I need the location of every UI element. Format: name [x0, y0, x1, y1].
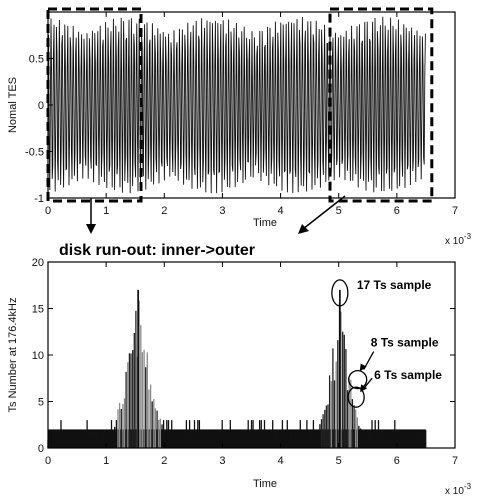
arrow-diag-head — [298, 224, 309, 234]
top-signal-trace — [47, 16, 426, 194]
top-ticks: 0 1 2 3 4 5 6 7 0.5 0 -0.5 -1 — [25, 12, 458, 217]
annotation-8ts: 8 Ts sample — [371, 336, 439, 350]
bottom-xtick-label: 2 — [161, 455, 167, 467]
bottom-ytick-label: 10 — [32, 350, 44, 362]
top-ytick-label: -1 — [34, 193, 44, 205]
top-signal-line — [47, 16, 426, 194]
bottom-ytick-label: 0 — [38, 443, 44, 455]
bottom-panel: 0 1 2 3 4 5 6 7 0 5 10 15 20 17 Ts sample 8 Ts sample… — [7, 257, 472, 497]
top-ytick-label: 0.5 — [29, 54, 44, 66]
arrow-8ts-head — [359, 363, 367, 372]
bottom-xtick-label: 1 — [103, 455, 109, 467]
top-ylabel: Nomal TES — [7, 77, 19, 133]
bottom-annotations: 17 Ts sample 8 Ts sample 6 Ts sample — [331, 278, 442, 408]
top-xtick-label: 6 — [394, 205, 400, 217]
bottom-bars — [47, 289, 427, 448]
bottom-ticks: 0 1 2 3 4 5 6 7 0 5 10 15 20 — [32, 257, 458, 467]
bottom-xtick-label: 3 — [219, 455, 225, 467]
top-ytick-label: 0 — [38, 100, 44, 112]
top-x-scale: x 10-3 — [445, 232, 472, 247]
circle-6ts — [347, 386, 365, 408]
arrow-down-head — [86, 224, 96, 234]
highlight-window-2 — [328, 7, 434, 203]
bottom-title: disk run-out: inner->outer — [59, 242, 255, 259]
bottom-ytick-label: 5 — [38, 397, 44, 409]
bottom-x-scale: x 10-3 — [445, 482, 472, 497]
bottom-ylabel: Ts Number at 176.4kHz — [7, 298, 19, 413]
top-xlabel: Time — [253, 217, 277, 229]
connector-arrows — [86, 195, 346, 234]
top-xtick-label: 1 — [103, 205, 109, 217]
bottom-xtick-label: 0 — [45, 455, 51, 467]
circle-17ts — [331, 279, 349, 307]
bottom-xtick-label: 5 — [336, 455, 342, 467]
arrow-6ts-head — [360, 384, 368, 393]
bottom-xtick-label: 4 — [278, 455, 284, 467]
annotation-17ts: 17 Ts sample — [357, 278, 432, 292]
top-xtick-label: 2 — [161, 205, 167, 217]
bottom-xtick-label: 7 — [452, 455, 458, 467]
bottom-ytick-label: 15 — [32, 304, 44, 316]
highlight-window-1 — [46, 7, 143, 203]
top-highlight-windows — [46, 7, 434, 203]
bottom-ytick-label: 20 — [32, 257, 44, 269]
top-xtick-label: 7 — [452, 205, 458, 217]
circle-8ts — [348, 369, 368, 390]
top-xtick-label: 3 — [219, 205, 225, 217]
arrow-diag-line — [302, 195, 346, 230]
top-xtick-label: 5 — [336, 205, 342, 217]
bottom-xlabel: Time — [253, 478, 277, 490]
top-xtick-label: 4 — [278, 205, 284, 217]
top-xtick-label: 0 — [45, 205, 51, 217]
top-ytick-label: -0.5 — [25, 147, 44, 159]
annotation-6ts: 6 Ts sample — [374, 368, 442, 382]
top-panel: 0 1 2 3 4 5 6 7 0.5 0 -0.5 -1 Nomal TES Time x 10-3 — [7, 7, 472, 247]
bottom-xtick-label: 6 — [394, 455, 400, 467]
